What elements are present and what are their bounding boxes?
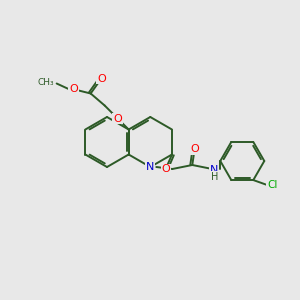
Text: O: O (190, 144, 199, 154)
Text: O: O (97, 74, 106, 83)
Text: N: N (146, 162, 154, 172)
Text: Cl: Cl (267, 180, 278, 190)
Text: O: O (162, 164, 170, 175)
Text: CH₃: CH₃ (37, 78, 54, 87)
Text: O: O (113, 113, 122, 124)
Text: N: N (210, 165, 218, 175)
Text: O: O (69, 85, 78, 94)
Text: H: H (211, 172, 218, 182)
